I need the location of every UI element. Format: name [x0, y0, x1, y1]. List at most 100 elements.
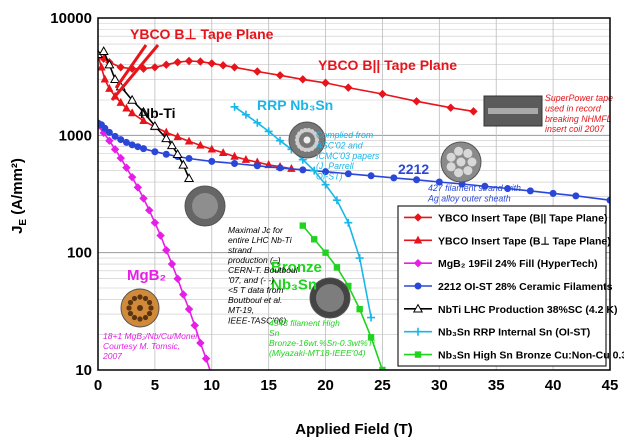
series-4 — [98, 46, 195, 183]
data-point — [156, 231, 165, 240]
legend-entry-label: 2212 OI-ST 28% Ceramic Filaments — [438, 281, 613, 293]
data-point — [162, 60, 171, 69]
y-tick-label: 10000 — [50, 10, 92, 27]
data-point — [110, 74, 121, 84]
filament-bundle — [454, 168, 464, 178]
data-point — [241, 110, 250, 119]
data-point — [435, 178, 443, 186]
annotation-pointer — [114, 44, 148, 89]
data-point — [414, 351, 422, 358]
data-point — [414, 282, 422, 290]
data-point — [218, 61, 228, 70]
x-tick-label: 20 — [317, 377, 334, 394]
data-point — [367, 313, 376, 322]
note-bronze-source: 4543 filament High Sn Bronze-16wt.%Sn-0.3w… — [269, 318, 376, 358]
data-point — [367, 334, 375, 341]
note-rrp-source: Complied from ASC'02 and ICMC'03 papers (J.… — [315, 130, 380, 182]
data-point — [390, 174, 398, 182]
data-point — [201, 354, 211, 363]
data-point — [276, 136, 285, 145]
data-point — [526, 187, 534, 195]
filament-dot — [137, 294, 143, 300]
series-6 — [299, 222, 386, 370]
data-point — [276, 164, 284, 172]
x-tick-label: 5 — [151, 377, 159, 394]
data-point — [413, 213, 423, 222]
legend-box — [397, 205, 607, 367]
data-point — [469, 107, 478, 116]
filament-dot — [314, 137, 320, 143]
photo-insets — [120, 95, 543, 328]
legend-entry-label: NbTi LHC Production 38%SC (4.2 K) — [438, 304, 618, 316]
legend-entry-label: Nb₃Sn RRP Internal Sn (OI-ST) — [438, 327, 590, 339]
data-point — [196, 140, 205, 149]
data-point — [207, 144, 216, 153]
filament-dot — [142, 314, 149, 321]
data-point — [127, 108, 137, 117]
data-point — [127, 172, 137, 182]
data-point — [173, 274, 182, 283]
data-point — [253, 118, 262, 127]
data-point — [275, 71, 285, 80]
data-point — [321, 180, 330, 189]
grid — [98, 18, 610, 370]
data-point — [356, 305, 363, 313]
data-point — [127, 94, 138, 104]
filament-dot — [148, 305, 154, 311]
data-point — [264, 127, 273, 136]
data-point — [412, 303, 424, 313]
data-point — [446, 103, 455, 112]
data-point — [322, 249, 329, 256]
filament-dot — [137, 305, 143, 311]
data-point — [100, 74, 110, 83]
data-point — [104, 59, 115, 69]
annotation-ybco-perp: YBCO B⊥ Tape Plane — [130, 26, 274, 42]
data-point — [99, 54, 108, 63]
filament-dot — [306, 147, 311, 153]
data-point — [162, 150, 170, 158]
filament-dot — [127, 310, 134, 317]
data-point — [105, 128, 113, 136]
data-point — [230, 102, 239, 111]
data-point — [139, 64, 148, 73]
filament-dot — [131, 314, 138, 321]
data-point — [230, 63, 239, 72]
data-point — [161, 133, 172, 143]
data-point — [310, 236, 318, 243]
data-point — [413, 176, 421, 184]
data-point — [101, 124, 109, 132]
data-point — [549, 189, 557, 197]
data-point — [98, 46, 109, 56]
data-point — [116, 97, 125, 106]
data-point — [111, 132, 119, 140]
filament-bundle — [463, 166, 473, 176]
data-point — [299, 166, 307, 174]
data-point — [253, 67, 262, 76]
filament-dot — [131, 295, 138, 302]
data-point — [127, 64, 137, 73]
x-tick-label: 0 — [94, 377, 102, 394]
legend: YBCO Insert Tape (B|| Tape Plane) YBCO In… — [397, 205, 624, 367]
data-point — [231, 160, 239, 168]
data-point — [184, 304, 194, 314]
data-point — [105, 136, 114, 145]
data-point — [149, 120, 160, 130]
data-point — [230, 151, 239, 160]
data-point — [178, 159, 189, 169]
data-point — [151, 148, 159, 156]
data-point — [378, 89, 387, 99]
x-tick-label: 10 — [203, 377, 220, 394]
data-point — [116, 153, 125, 163]
legend-entry-label: YBCO Insert Tape (B|| Tape Plane) — [438, 212, 607, 224]
filament-dot — [142, 295, 149, 302]
series-layer — [98, 46, 610, 370]
series-2 — [98, 121, 211, 370]
x-tick-label: 15 — [260, 377, 277, 394]
data-point — [572, 192, 580, 200]
data-point — [344, 83, 353, 92]
note-mgb2-source: 18+1 MgB₂/Nb/Cu/Monel Courtesy M. Tomsic,… — [102, 331, 198, 361]
data-point — [173, 58, 182, 67]
filament-dot — [137, 316, 143, 322]
filament-dot — [294, 137, 300, 143]
